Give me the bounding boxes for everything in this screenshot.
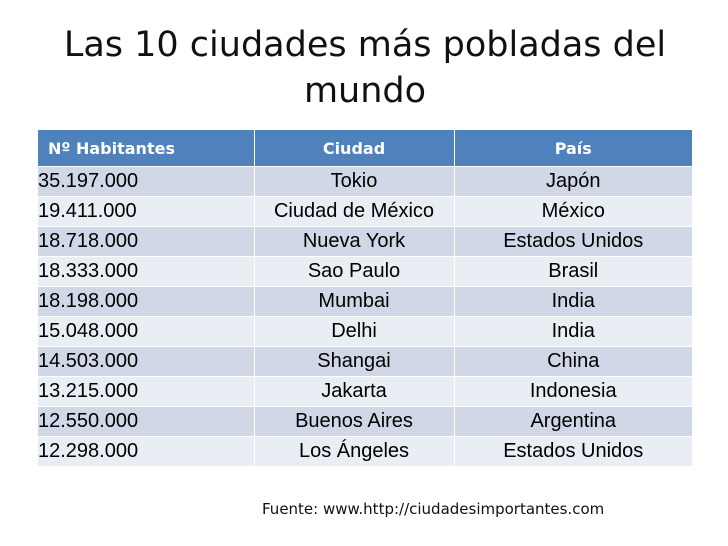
city-cell: Sao Paulo <box>254 256 455 287</box>
table-row: 35.197.000 Tokio Japón <box>38 166 692 197</box>
table-row: 13.215.000 Jakarta Indonesia <box>38 376 692 407</box>
population-cell: 19.411.000 <box>38 196 255 227</box>
population-cell: 18.198.000 <box>38 286 255 317</box>
population-cell: 12.550.000 <box>38 406 255 437</box>
table-row: 15.048.000 Delhi India <box>38 316 692 347</box>
table-row: 18.718.000 Nueva York Estados Unidos <box>38 226 692 257</box>
city-cell: Shangai <box>254 346 455 377</box>
country-cell: India <box>454 316 692 347</box>
population-cell: 18.333.000 <box>38 256 255 287</box>
population-cell: 15.048.000 <box>38 316 255 347</box>
city-cell: Mumbai <box>254 286 455 317</box>
table-row: 12.550.000 Buenos Aires Argentina <box>38 406 692 437</box>
table-row: 18.198.000 Mumbai India <box>38 286 692 317</box>
country-cell: Argentina <box>454 406 692 437</box>
cities-table: Nº Habitantes Ciudad País 35.197.000 Tok… <box>38 130 692 466</box>
country-cell: Estados Unidos <box>454 226 692 257</box>
population-cell: 13.215.000 <box>38 376 255 407</box>
city-cell: Tokio <box>254 166 455 197</box>
table-row: 19.411.000 Ciudad de México México <box>38 196 692 227</box>
city-cell: Buenos Aires <box>254 406 455 437</box>
country-cell: Japón <box>454 166 692 197</box>
city-cell: Jakarta <box>254 376 455 407</box>
city-cell: Los Ángeles <box>254 436 455 466</box>
country-cell: Indonesia <box>454 376 692 407</box>
table-header-row: Nº Habitantes Ciudad País <box>38 130 692 167</box>
population-cell: 35.197.000 <box>38 166 255 197</box>
table-row: 18.333.000 Sao Paulo Brasil <box>38 256 692 287</box>
header-population: Nº Habitantes <box>38 130 255 167</box>
table-row: 14.503.000 Shangai China <box>38 346 692 377</box>
country-cell: China <box>454 346 692 377</box>
country-cell: Estados Unidos <box>454 436 692 466</box>
population-cell: 14.503.000 <box>38 346 255 377</box>
country-cell: India <box>454 286 692 317</box>
city-cell: Delhi <box>254 316 455 347</box>
slide-title: Las 10 ciudades más pobladas del mundo <box>63 25 667 111</box>
city-cell: Nueva York <box>254 226 455 257</box>
population-cell: 18.718.000 <box>38 226 255 257</box>
header-country: País <box>454 130 692 167</box>
population-cell: 12.298.000 <box>38 436 255 466</box>
source-note: Fuente: www.http://ciudadesimportantes.c… <box>262 500 605 518</box>
table-row: 12.298.000 Los Ángeles Estados Unidos <box>38 436 692 466</box>
country-cell: México <box>454 196 692 227</box>
city-cell: Ciudad de México <box>254 196 455 227</box>
country-cell: Brasil <box>454 256 692 287</box>
header-city: Ciudad <box>254 130 455 167</box>
